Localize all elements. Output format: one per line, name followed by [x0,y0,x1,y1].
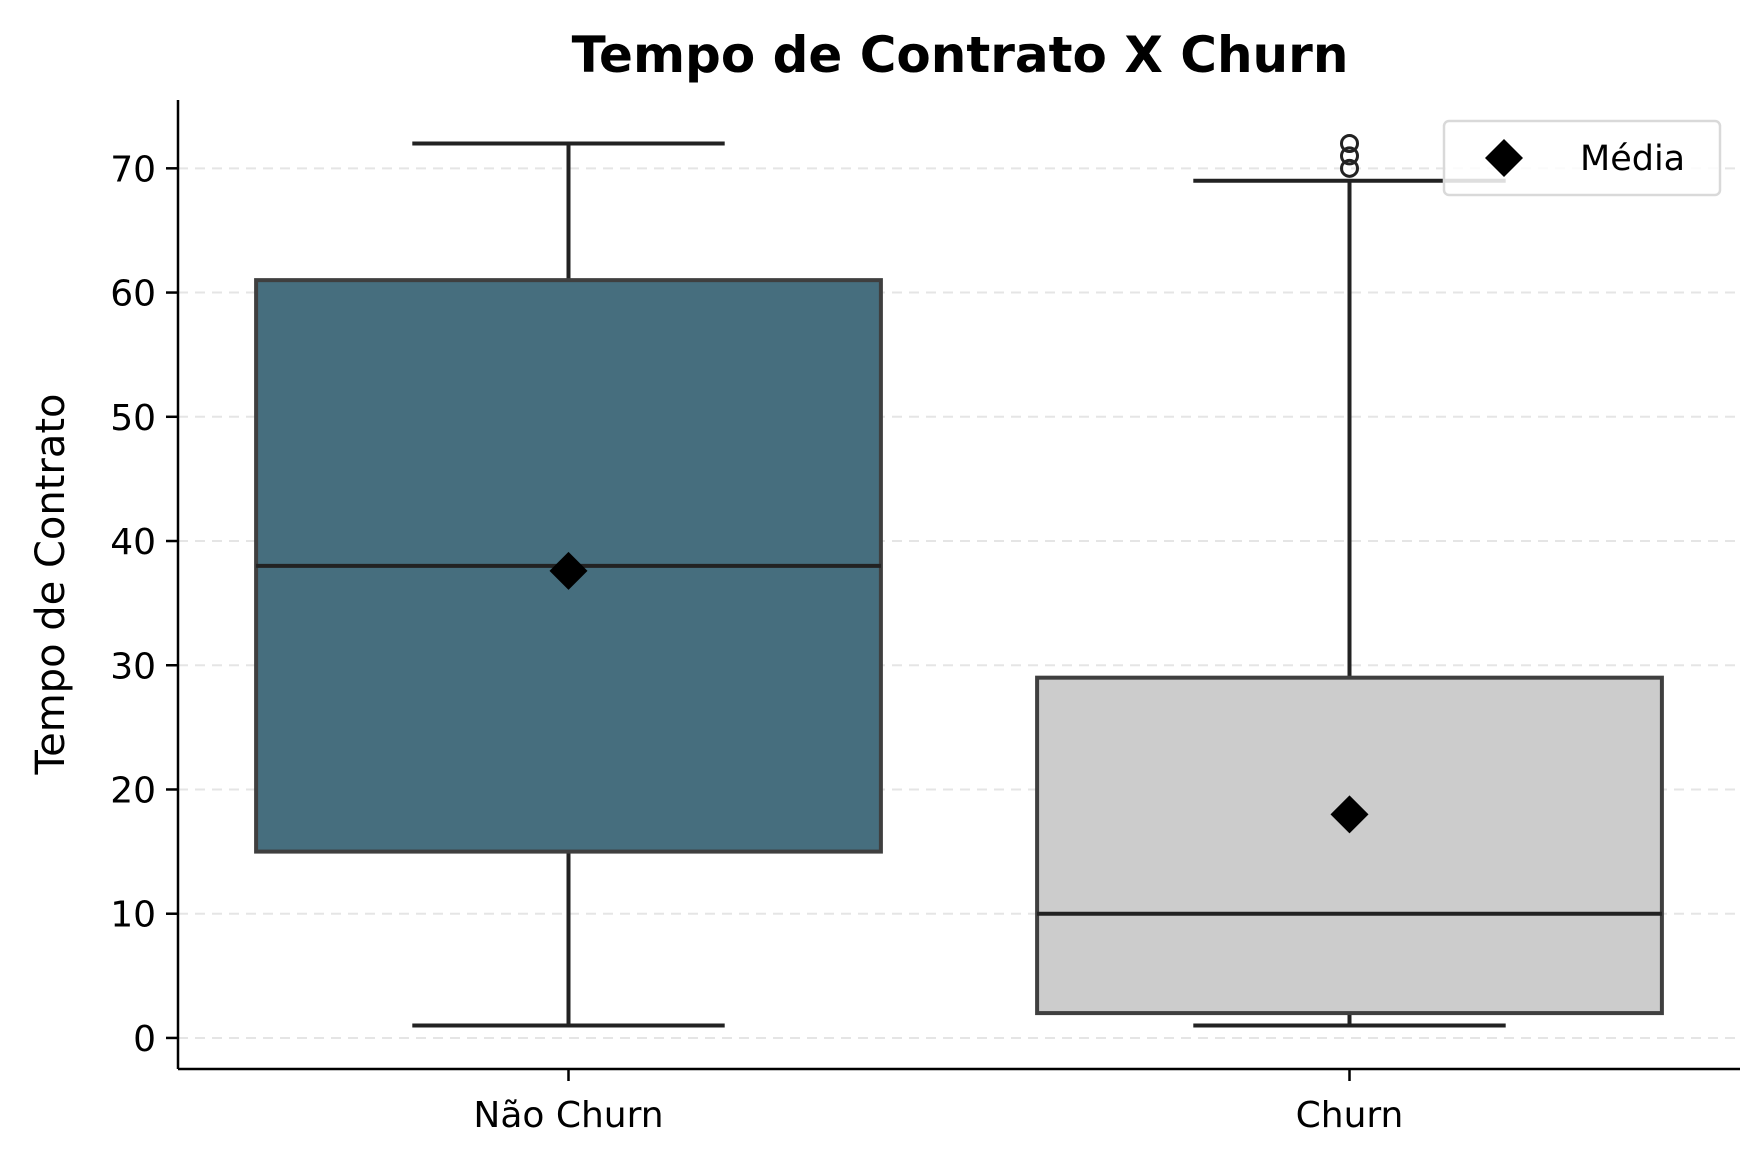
y-tick-label: 20 [110,770,156,811]
y-axis-label: Tempo de Contrato [28,393,74,775]
legend-frame [1442,119,1722,197]
outlier-point [1340,158,1359,178]
y-tick-label: 10 [110,895,156,936]
x-tick-label: Não Churn [473,1095,663,1136]
x-tick-label: Churn [1296,1095,1404,1136]
y-tick-label: 30 [110,646,156,687]
chart-title: Tempo de Contrato X Churn [572,26,1349,84]
legend-mean-marker [1485,139,1523,177]
boxes [254,133,1664,1028]
box-body [1035,675,1664,1016]
y-tick-label: 70 [110,149,156,190]
y-tick-label: 0 [133,1019,156,1060]
y-tick-label: 50 [110,398,156,439]
axes [176,100,1740,1071]
mean-marker [1330,795,1369,834]
ticks: 0 10 20 30 40 50 60 70 Não Churn Churn [110,149,1403,1136]
outlier-point [1340,133,1359,153]
box-churn [1035,133,1664,1028]
y-tick-label: 40 [110,522,156,563]
y-tick-label: 60 [110,274,156,315]
box-n-o-churn [254,141,883,1028]
outlier-point [1340,146,1359,166]
legend-label: Média [1580,139,1685,179]
legend: Média [1442,119,1722,197]
mean-marker [549,551,588,590]
